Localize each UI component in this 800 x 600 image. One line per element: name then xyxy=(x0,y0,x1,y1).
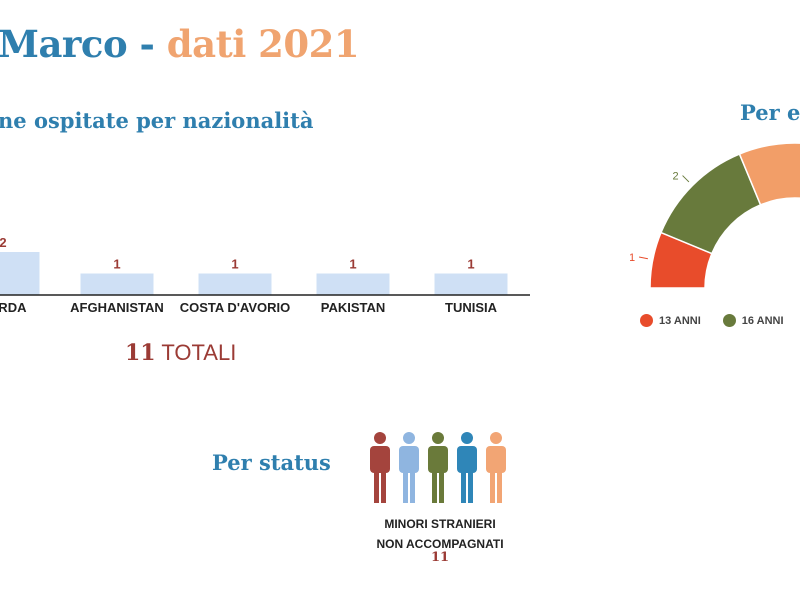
bar-category-label: PAKISTAN xyxy=(321,300,386,315)
nationality-bar-chart: 2 CURDA 1 AFGHANISTAN 1 COSTA D'AVORIO 1 PAKIST… xyxy=(0,235,530,315)
donut-leader-line xyxy=(682,175,690,183)
person-icon xyxy=(370,432,390,503)
title-separator: - xyxy=(127,22,167,66)
title-part2: dati 2021 xyxy=(166,22,360,66)
bar-value-label: 1 xyxy=(349,257,356,272)
title-part1: Marco xyxy=(0,22,128,66)
bar-value-label: 1 xyxy=(113,257,120,272)
bar-value-label: 1 xyxy=(231,257,238,272)
people-icons xyxy=(370,432,506,503)
bar-4 xyxy=(434,273,508,295)
status-line2: NON ACCOMPAGNATI xyxy=(376,537,504,551)
bar-category-label: TUNISIA xyxy=(445,300,498,315)
totals-number: 11 xyxy=(125,340,156,366)
donut-slice-2 xyxy=(738,142,800,206)
bar-category-label: CURDA xyxy=(0,300,27,315)
status-count: 11 xyxy=(430,550,450,565)
person-icon xyxy=(428,432,448,503)
legend-swatch xyxy=(640,314,653,327)
bar-1 xyxy=(80,273,154,295)
donut-value-label: 1 xyxy=(630,252,635,264)
legend-swatch xyxy=(722,314,736,327)
bar-value-label: 1 xyxy=(467,257,474,272)
totals-label: 11 TOTALI xyxy=(125,340,236,366)
legend-label: 16 ANNI xyxy=(741,314,784,327)
age-semi-donut-chart: 12 xyxy=(630,142,800,289)
nationality-heading: ne ospitate per nazionalità xyxy=(0,108,314,133)
person-icon xyxy=(399,432,419,503)
legend-item: 16 ANNI xyxy=(722,314,784,327)
legend-item: 13 ANNI xyxy=(640,314,701,327)
donut-leader-line xyxy=(638,256,648,260)
status-line1: MINORI STRANIERI xyxy=(384,517,496,531)
age-heading: Per et xyxy=(740,100,800,125)
bar-3 xyxy=(316,273,390,295)
bar-0 xyxy=(0,252,40,295)
bar-category-label: AFGHANISTAN xyxy=(70,300,164,315)
person-icon xyxy=(486,432,506,503)
page-title: Marco - dati 2021 xyxy=(0,22,360,66)
status-heading: Per status xyxy=(212,450,331,475)
person-icon xyxy=(457,432,477,503)
status-category-label: MINORI STRANIERI NON ACCOMPAGNATI xyxy=(360,514,520,554)
age-legend: 13 ANNI 16 ANNI xyxy=(640,314,800,327)
bar-value-label: 2 xyxy=(0,235,7,250)
totals-text: TOTALI xyxy=(161,340,237,365)
bar-2 xyxy=(198,273,272,295)
bar-category-label: COSTA D'AVORIO xyxy=(180,300,290,315)
legend-label: 13 ANNI xyxy=(659,314,701,327)
donut-value-label: 2 xyxy=(672,171,678,183)
